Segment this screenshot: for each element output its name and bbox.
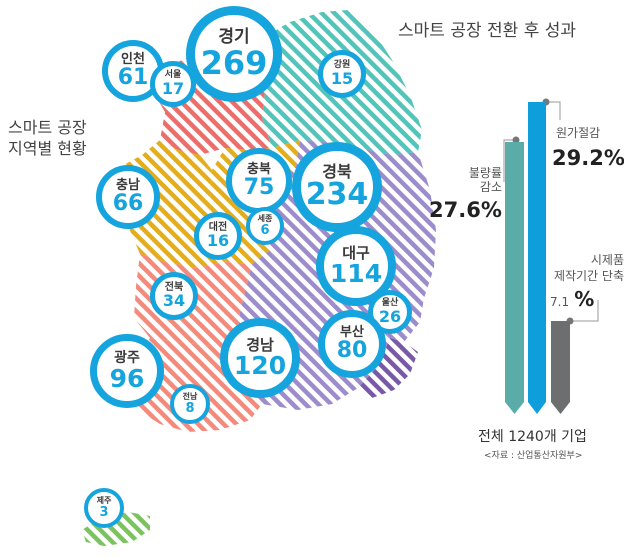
region-busan-coast — [358, 338, 418, 398]
map-title: 스마트 공장 지역별 현황 — [8, 118, 87, 158]
results-title: 스마트 공장 전환 후 성과 — [398, 21, 577, 41]
time-value: 7.1 % — [550, 287, 594, 311]
region-value: 16 — [206, 231, 230, 251]
defect-leader-dot — [512, 136, 520, 144]
bubble-gyeongbuk: 경북 234 — [292, 142, 382, 232]
region-value: 3 — [99, 504, 109, 520]
region-name: 서울 — [164, 70, 182, 81]
time-label: 시제품 제작기간 단축 — [553, 253, 624, 283]
region-value: 75 — [243, 174, 275, 200]
region-value: 6 — [260, 222, 270, 238]
bubble-jeonnam: 전남 8 — [170, 384, 210, 424]
cost-leader-line — [546, 101, 561, 120]
bubble-gyeonggi: 경기 269 — [186, 6, 282, 102]
time-value-unit: % — [574, 287, 595, 311]
bubble-gyeongnam: 경남 120 — [220, 318, 300, 398]
bubble-chungnam: 충남 66 — [96, 165, 160, 229]
region-value: 8 — [185, 400, 195, 416]
region-value: 269 — [200, 43, 268, 82]
region-value: 234 — [305, 177, 369, 213]
cost-label: 원가절감 — [556, 126, 601, 140]
bubble-busan: 부산 80 — [318, 310, 386, 378]
region-name: 울산 — [381, 298, 399, 309]
defect-label: 불량률 감소 — [468, 166, 502, 194]
region-name: 충남 — [116, 178, 140, 194]
region-value: 120 — [233, 351, 287, 381]
region-name: 경남 — [246, 335, 274, 354]
region-name: 강원 — [333, 60, 351, 71]
bubble-chungbuk: 충북 75 — [226, 148, 292, 214]
bubble-sejong: 세종 6 — [246, 207, 284, 245]
bubble-gangwon: 강원 15 — [318, 50, 366, 98]
region-value: 96 — [109, 363, 145, 393]
bubble-seoul: 서울 17 — [150, 61, 196, 107]
total-companies: 전체 1240개 기업 — [478, 429, 587, 445]
region-value: 26 — [378, 306, 402, 326]
region-value: 61 — [117, 64, 149, 90]
bar-prototype-time — [551, 321, 570, 414]
region-value: 66 — [112, 190, 144, 216]
region-name: 세종 — [257, 214, 273, 224]
region-value: 15 — [330, 68, 354, 88]
region-name: 전남 — [182, 392, 198, 402]
region-value: 34 — [162, 291, 186, 311]
region-name: 부산 — [340, 325, 364, 341]
region-name: 제주 — [96, 496, 112, 506]
defect-value: 27.6% — [429, 198, 502, 222]
region-name: 대전 — [208, 221, 228, 233]
region-value: 114 — [329, 259, 383, 289]
region-name: 충북 — [247, 162, 271, 178]
bubble-gwangju: 광주 96 — [90, 334, 164, 408]
time-leader-line — [570, 300, 599, 322]
bubble-jeju: 제주 3 — [84, 488, 124, 528]
region-name: 대구 — [342, 243, 370, 262]
time-value-number: 7.1 — [550, 295, 570, 309]
bubble-jeonbuk: 전북 34 — [150, 272, 198, 320]
bar-cost-reduction — [528, 102, 546, 414]
data-source: <자료 : 산업통산자원부> — [484, 451, 583, 461]
bubble-daejeon: 대전 16 — [194, 212, 242, 260]
defect-leader-line — [503, 139, 516, 182]
region-name: 경북 — [322, 161, 352, 181]
cost-value: 29.2% — [552, 146, 624, 170]
region-name: 광주 — [114, 350, 140, 367]
region-name: 전북 — [164, 281, 184, 293]
bar-defect-reduction — [505, 142, 524, 414]
region-name: 경기 — [218, 27, 250, 48]
region-value: 80 — [336, 337, 368, 363]
region-name: 인천 — [121, 52, 145, 68]
region-value: 17 — [161, 78, 185, 98]
